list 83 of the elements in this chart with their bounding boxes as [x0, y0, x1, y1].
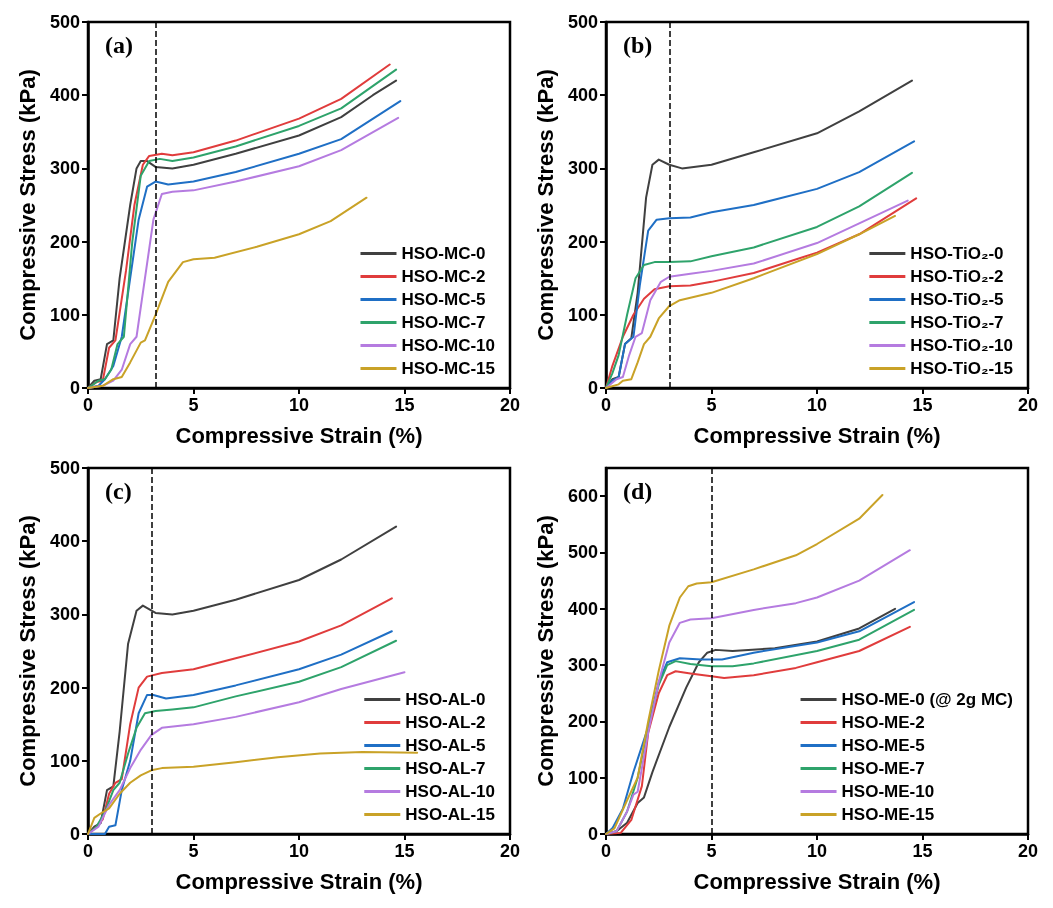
x-axis-title: Compressive Strain (%) [693, 422, 941, 448]
chart-title: (d) [623, 478, 653, 504]
legend-label: HSO-TiO₂-5 [910, 290, 1004, 309]
y-tick-label: 200 [567, 231, 598, 252]
chart-title: (b) [623, 32, 653, 58]
legend-label: HSO-ME-7 [841, 759, 925, 778]
x-tick-label: 0 [82, 395, 94, 415]
legend-label: HSO-AL-5 [405, 736, 486, 755]
y-tick-label: 0 [69, 824, 80, 844]
legend-label: HSO-AL-10 [405, 782, 495, 801]
y-tick-label: 100 [567, 304, 598, 325]
legend-label: HSO-AL-15 [405, 805, 495, 824]
line-series [87, 196, 368, 389]
x-tick-label: 20 [499, 841, 521, 861]
chart-title: (a) [105, 32, 133, 58]
x-tick-label: 15 [394, 395, 415, 415]
legend-label: HSO-AL-0 [405, 690, 486, 709]
y-axis-title: Compressive Stress (kPa) [532, 515, 558, 787]
legend-label: HSO-ME-15 [841, 805, 935, 824]
y-tick-label: 600 [567, 486, 598, 507]
y-tick-label: 400 [567, 85, 598, 106]
legend-label: HSO-ME-5 [841, 736, 925, 755]
x-tick-label: 10 [806, 841, 828, 861]
legend-label: HSO-MC-0 [401, 244, 486, 263]
x-tick-label: 5 [706, 395, 717, 415]
legend-label: HSO-MC-5 [401, 290, 486, 309]
y-tick-label: 300 [49, 158, 80, 179]
y-tick-label: 300 [567, 655, 598, 676]
y-tick-label: 500 [49, 458, 80, 478]
legend-label: HSO-TiO₂-10 [910, 336, 1014, 355]
line-series [87, 671, 406, 835]
x-axis-title: Compressive Strain (%) [175, 422, 423, 448]
legend-label: HSO-AL-2 [405, 713, 486, 732]
y-tick-label: 400 [567, 598, 598, 619]
x-tick-label: 5 [188, 841, 199, 861]
legend-label: HSO-AL-7 [405, 759, 486, 778]
y-tick-label: 500 [49, 12, 80, 32]
y-tick-label: 200 [49, 677, 80, 698]
x-tick-label: 10 [288, 395, 310, 415]
y-tick-label: 100 [49, 750, 80, 771]
x-axis-title: Compressive Strain (%) [175, 868, 423, 894]
x-tick-label: 10 [806, 395, 828, 415]
legend-label: HSO-ME-0 (@ 2g MC) [841, 690, 1014, 709]
y-tick-label: 400 [49, 531, 80, 552]
x-tick-label: 20 [1017, 395, 1039, 415]
y-tick-label: 0 [587, 824, 598, 844]
x-axis-title: Compressive Strain (%) [693, 868, 941, 894]
x-tick-label: 15 [912, 841, 933, 861]
y-tick-label: 500 [567, 12, 598, 32]
y-tick-label: 500 [567, 542, 598, 563]
y-axis-title: Compressive Stress (kPa) [14, 69, 40, 341]
y-tick-label: 100 [49, 304, 80, 325]
legend-label: HSO-TiO₂-2 [910, 267, 1004, 286]
legend-label: HSO-MC-7 [401, 313, 486, 332]
x-tick-label: 15 [912, 395, 933, 415]
y-tick-label: 400 [49, 85, 80, 106]
legend-label: HSO-ME-2 [841, 713, 925, 732]
legend-label: HSO-ME-10 [841, 782, 935, 801]
legend-label: HSO-MC-10 [401, 336, 496, 355]
y-tick-label: 300 [49, 604, 80, 625]
y-tick-label: 100 [567, 767, 598, 788]
chart-title: (c) [105, 478, 132, 504]
legend-label: HSO-TiO₂-15 [910, 359, 1014, 378]
y-tick-label: 0 [587, 378, 598, 398]
y-tick-label: 200 [49, 231, 80, 252]
y-axis-title: Compressive Stress (kPa) [532, 69, 558, 341]
legend-label: HSO-TiO₂-7 [910, 313, 1004, 332]
x-tick-label: 5 [188, 395, 199, 415]
y-axis-title: Compressive Stress (kPa) [14, 515, 40, 787]
legend-label: HSO-TiO₂-0 [910, 244, 1004, 263]
x-tick-label: 20 [1017, 841, 1039, 861]
x-tick-label: 0 [82, 841, 94, 861]
y-tick-label: 0 [69, 378, 80, 398]
x-tick-label: 0 [600, 841, 612, 861]
y-tick-label: 300 [567, 158, 598, 179]
x-tick-label: 0 [600, 395, 612, 415]
x-tick-label: 5 [706, 841, 717, 861]
legend-label: HSO-MC-2 [401, 267, 486, 286]
x-tick-label: 20 [499, 395, 521, 415]
y-tick-label: 200 [567, 711, 598, 732]
x-tick-label: 15 [394, 841, 415, 861]
x-tick-label: 10 [288, 841, 310, 861]
legend-label: HSO-MC-15 [401, 359, 496, 378]
